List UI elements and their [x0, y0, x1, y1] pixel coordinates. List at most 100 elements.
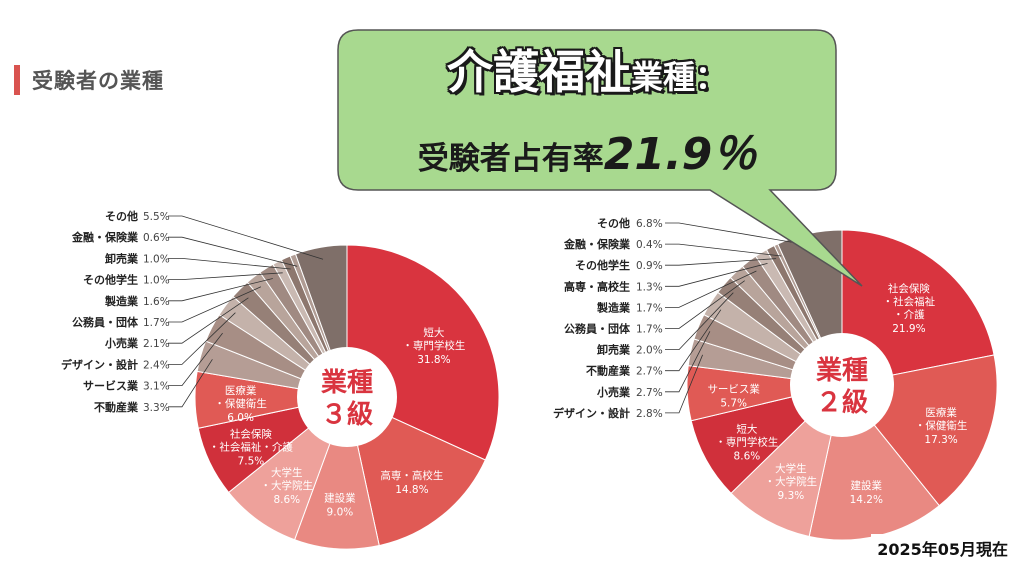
slice-label: 社会保険 — [230, 428, 272, 441]
leader-line — [168, 359, 213, 408]
section-heading: 受験者の業種 — [14, 64, 164, 96]
slice-value-label: 31.8% — [417, 354, 450, 366]
outer-slice-value: 6.8% — [636, 218, 663, 230]
outer-slice-value: 0.9% — [636, 260, 663, 272]
leader-line — [168, 312, 236, 365]
slice-label: 建設業 — [851, 479, 883, 492]
slice-value-label: 8.6% — [273, 494, 300, 506]
outer-slice-value: 1.7% — [143, 317, 170, 329]
outer-slice-value: 2.8% — [636, 408, 663, 420]
outer-slice-label: 不動産業 — [586, 364, 631, 378]
outer-slice-label: デザイン・設計 — [61, 357, 138, 371]
slice-value-label: 9.3% — [778, 490, 805, 502]
slice-label: ・保健衛生 — [915, 419, 968, 432]
pie-center-label: 業種 — [321, 368, 373, 398]
outer-slice-value: 1.0% — [143, 275, 170, 287]
leader-line — [168, 297, 249, 344]
slice-value-label: 6.0% — [227, 412, 254, 424]
pie-slice — [346, 396, 487, 547]
slice-label: ・専門学校生 — [402, 339, 465, 352]
pie-slice — [293, 395, 380, 550]
leader-line — [665, 280, 745, 329]
outer-slice-value: 2.4% — [143, 359, 170, 371]
slice-label: ・保健衛生 — [214, 397, 267, 410]
leader-line — [665, 331, 711, 393]
slice-label: 社会保険 — [888, 282, 930, 295]
leader-line — [168, 236, 298, 267]
leader-line — [665, 243, 782, 257]
leader-line — [168, 332, 223, 387]
outer-slice-value: 0.4% — [636, 239, 663, 251]
outer-slice-label: 小売業 — [596, 385, 631, 399]
slice-label: ・介護 — [893, 308, 925, 321]
leader-line — [168, 278, 273, 302]
outer-slice-label: 高専・高校生 — [564, 279, 630, 293]
pie-center-label: 業種 — [816, 356, 868, 386]
outer-slice-value: 1.3% — [636, 281, 663, 293]
outer-slice-label: 製造業 — [104, 294, 139, 308]
slice-label: ・専門学校生 — [715, 435, 778, 448]
slice-value-label: 17.3% — [924, 434, 957, 446]
outer-slice-label: 金融・保険業 — [71, 230, 139, 244]
outer-slice-label: 卸売業 — [597, 343, 631, 357]
slice-label: 短大 — [423, 326, 444, 339]
outer-slice-label: その他 — [597, 216, 630, 230]
slice-label: ・社会福祉・介護 — [209, 441, 293, 454]
pie-center-hole — [297, 347, 397, 447]
slice-label: サービス業 — [707, 382, 760, 395]
slice-value-label: 8.6% — [734, 450, 761, 462]
outer-slice-label: その他 — [105, 209, 138, 223]
outer-slice-label: 製造業 — [596, 300, 631, 314]
leader-line — [168, 272, 283, 281]
outer-slice-value: 5.5% — [143, 211, 170, 223]
outer-slice-value: 0.6% — [143, 232, 170, 244]
slice-value-label: 21.9% — [892, 323, 925, 335]
outer-slice-value: 2.7% — [636, 387, 663, 399]
outer-slice-value: 1.6% — [143, 296, 170, 308]
slice-label: 医療業 — [225, 384, 257, 397]
outer-slice-value: 3.1% — [143, 381, 170, 393]
slice-label: 大学生 — [775, 462, 807, 475]
slice-label: 高専・高校生 — [380, 469, 443, 482]
section-title: 受験者の業種 — [32, 69, 164, 93]
slice-value-label: 5.7% — [720, 397, 747, 409]
heading-accent-bar — [14, 65, 20, 95]
leader-line — [168, 257, 291, 270]
slice-label: ・社会福祉 — [883, 295, 936, 308]
slice-value-label: 7.5% — [238, 456, 265, 468]
slice-value-label: 14.2% — [850, 494, 883, 506]
outer-slice-label: 卸売業 — [105, 251, 139, 265]
slice-label: 医療業 — [925, 406, 957, 419]
date-note: 2025年05月現在 — [871, 534, 1014, 562]
slice-value-label: 14.8% — [395, 484, 428, 496]
slice-label: 大学生 — [271, 466, 303, 479]
outer-slice-label: 小売業 — [104, 336, 139, 350]
leader-line — [665, 354, 703, 414]
outer-slice-value: 2.7% — [636, 366, 663, 378]
outer-slice-label: デザイン・設計 — [553, 406, 630, 420]
leader-line — [168, 286, 262, 323]
outer-slice-label: その他学生 — [575, 258, 630, 272]
outer-slice-label: 公務員・団体 — [564, 322, 631, 336]
pie-center-label: ３級 — [321, 399, 373, 430]
pie-center-hole — [790, 333, 894, 437]
outer-slice-value: 1.0% — [143, 253, 170, 265]
pie-center-label: ２級 — [816, 387, 868, 418]
outer-slice-value: 2.0% — [636, 345, 663, 357]
outer-slice-label: 金融・保険業 — [563, 237, 631, 251]
leader-line — [665, 222, 812, 246]
outer-slice-label: その他学生 — [83, 273, 138, 287]
leader-line — [168, 215, 324, 260]
outer-slice-value: 3.3% — [143, 402, 170, 414]
slice-label: 短大 — [736, 422, 757, 435]
slice-label: ・大学院生 — [765, 475, 818, 488]
slice-label: 建設業 — [324, 492, 356, 505]
outer-slice-label: サービス業 — [83, 379, 139, 393]
leader-line — [665, 292, 734, 351]
slice-value-label: 9.0% — [327, 507, 354, 519]
outer-slice-label: 公務員・団体 — [72, 315, 139, 329]
outer-slice-value: 2.1% — [143, 338, 170, 350]
outer-slice-value: 1.7% — [636, 324, 663, 336]
